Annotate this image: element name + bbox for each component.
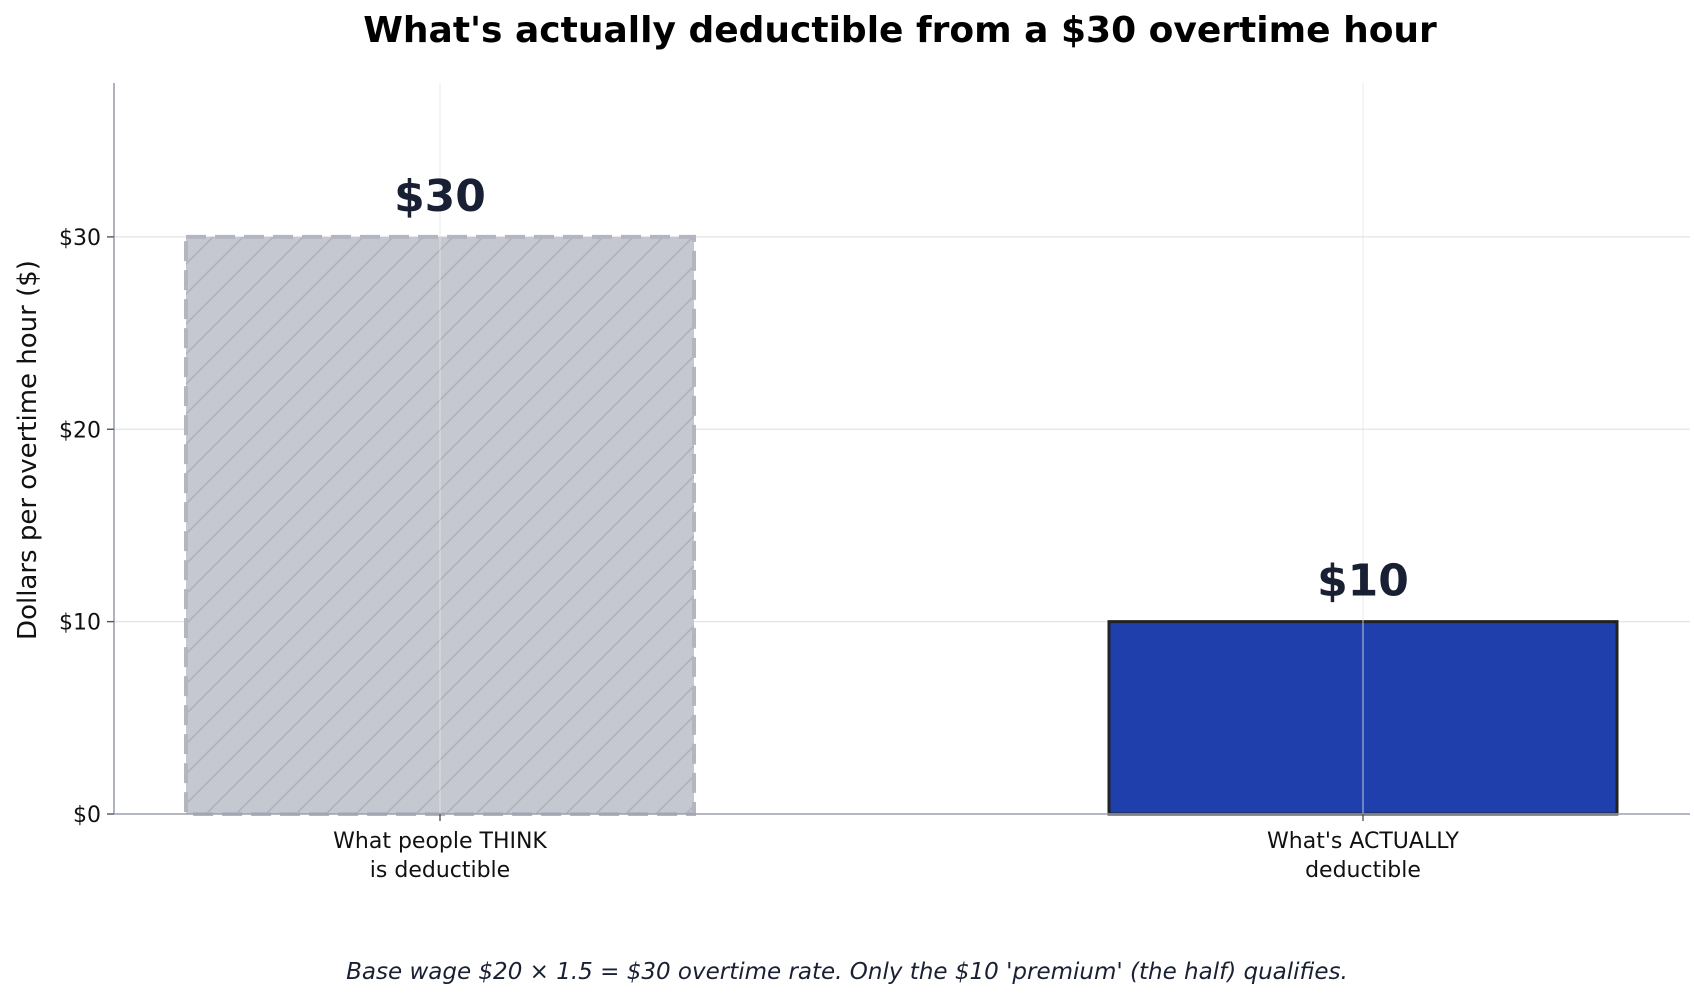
bars [184, 234, 1619, 817]
bar-value-label-1: $10 [1317, 556, 1409, 607]
axes [107, 83, 1690, 821]
bar-value-label-0: $30 [394, 171, 486, 222]
y-tick-label-2: $20 [59, 418, 101, 443]
chart-title: What's actually deductible from a $30 ov… [363, 10, 1437, 51]
chart-caption: Base wage $20 × 1.5 = $30 overtime rate.… [346, 959, 1348, 985]
y-tick-label-1: $10 [59, 611, 101, 636]
x-tick-label-1: What's ACTUALLY deductible [1267, 829, 1460, 883]
y-tick-label-0: $0 [73, 803, 101, 828]
y-axis-label: Dollars per overtime hour ($) [13, 260, 43, 640]
x-tick-label-0: What people THINK is deductible [333, 829, 547, 883]
y-tick-label-3: $30 [59, 226, 101, 251]
labels: $0 $10 $20 $30 What people THINK is deductibl… [59, 171, 1460, 883]
